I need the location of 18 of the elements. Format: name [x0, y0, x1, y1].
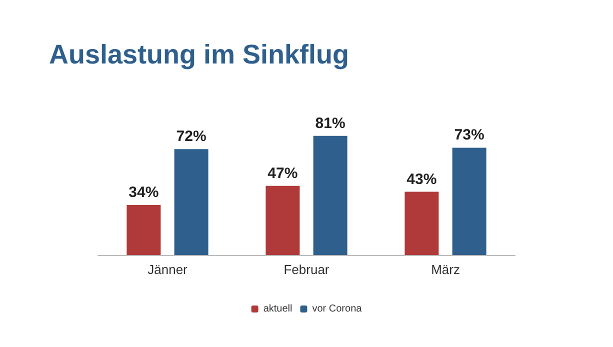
- data-label: 43%: [406, 170, 437, 188]
- bar: [404, 192, 439, 255]
- bar: [313, 136, 348, 255]
- x-tick-label: Jänner: [148, 262, 188, 277]
- data-label: 73%: [454, 126, 484, 144]
- data-label: 81%: [315, 114, 346, 132]
- bar: [452, 148, 486, 255]
- legend-label: aktuell: [263, 304, 292, 314]
- x-tick-label: Februar: [284, 262, 330, 277]
- data-label: 47%: [268, 164, 298, 182]
- legend-label: vor Corona: [312, 304, 362, 314]
- data-label: 34%: [128, 184, 159, 202]
- bar: [266, 186, 300, 255]
- x-tick-label: März: [431, 262, 460, 277]
- bar: [174, 149, 208, 255]
- bar: [126, 205, 161, 255]
- chart-title: Auslastung im Sinkflug: [49, 40, 350, 70]
- data-label: 72%: [176, 128, 206, 146]
